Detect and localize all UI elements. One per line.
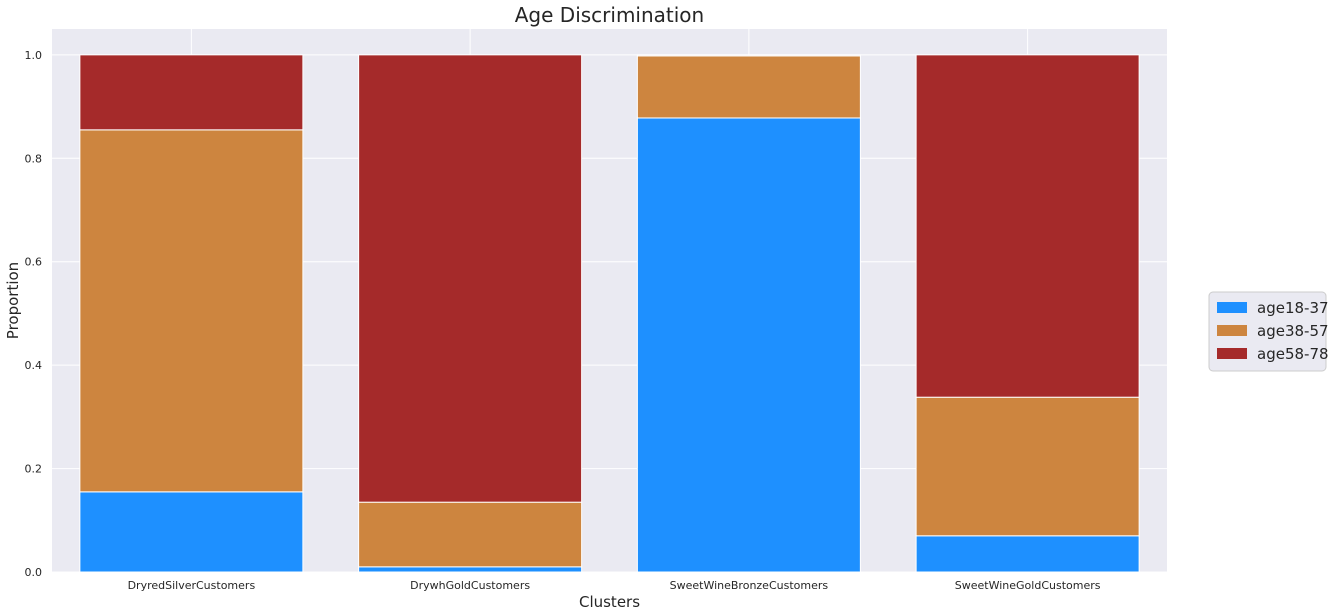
bars [79, 54, 1140, 573]
bar-segment-age38-57 [915, 396, 1140, 537]
bar-segment-age18-37 [79, 491, 304, 573]
y-tick-label: 0.2 [25, 463, 43, 476]
legend-label: age38-57 [1257, 322, 1329, 340]
legend-swatch [1217, 348, 1247, 359]
x-tick-label: DryredSilverCustomers [128, 579, 256, 592]
bar-segment-age38-57 [636, 55, 861, 119]
bar-segment-age18-37 [358, 566, 583, 573]
y-tick-label: 0.0 [25, 566, 43, 579]
y-tick-label: 1.0 [25, 49, 43, 62]
legend-swatch [1217, 325, 1247, 336]
legend: age18-37 age38-57 age58-78 [1208, 291, 1329, 372]
x-tick-label: SweetWineBronzeCustomers [670, 579, 829, 592]
legend-label: age18-37 [1257, 299, 1329, 317]
y-tick-label: 0.4 [25, 359, 43, 372]
bar-segment-age58-78 [79, 54, 304, 131]
x-tick-label: DrywhGoldCustomers [410, 579, 530, 592]
bar-segment-age18-37 [915, 535, 1140, 573]
x-tick-label: SweetWineGoldCustomers [955, 579, 1101, 592]
y-tick-label: 0.6 [25, 256, 43, 269]
x-axis-ticks: DryredSilverCustomers DrywhGoldCustomers S… [128, 579, 1101, 592]
y-tick-label: 0.8 [25, 152, 43, 165]
bar-segment-age18-37 [636, 117, 861, 573]
bar-segment-age38-57 [358, 501, 583, 568]
legend-swatch [1217, 302, 1247, 313]
y-axis-label: Proportion [4, 262, 22, 339]
x-axis-label: Clusters [579, 593, 640, 611]
bar-segment-age38-57 [79, 129, 304, 493]
bar-segment-age58-78 [358, 54, 583, 503]
legend-label: age58-78 [1257, 345, 1329, 363]
bar-segment-age58-78 [915, 54, 1140, 398]
chart-title: Age Discrimination [515, 3, 704, 27]
y-axis-ticks: 0.0 0.2 0.4 0.6 0.8 1.0 [25, 49, 43, 579]
bar-segment-age58-78 [636, 54, 861, 57]
